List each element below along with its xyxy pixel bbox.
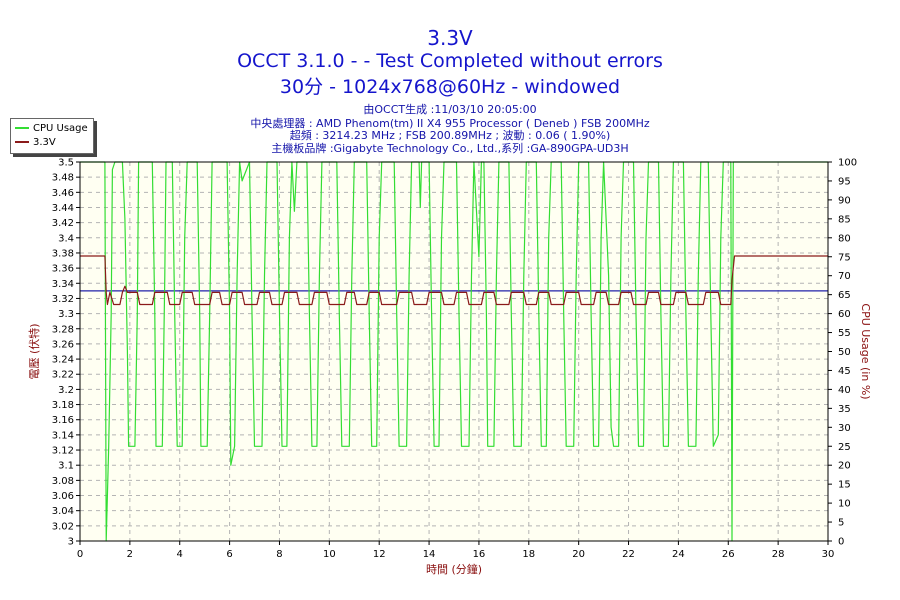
y-right-tick-label: 25 xyxy=(838,442,851,453)
y-left-tick-label: 3.14 xyxy=(52,430,74,441)
x-tick-label: 18 xyxy=(522,549,535,560)
y-left-tick-label: 3.02 xyxy=(52,521,74,532)
y-left-tick-label: 3.2 xyxy=(58,385,74,396)
series-cpu-usage xyxy=(80,161,828,542)
legend-swatch-cpu-usage xyxy=(15,127,29,129)
x-tick-label: 22 xyxy=(622,549,635,560)
x-tick-label: 20 xyxy=(572,549,585,560)
chart-title: 3.3V xyxy=(427,26,473,50)
y-right-tick-label: 40 xyxy=(838,385,851,396)
legend-label-3-3v: 3.3V xyxy=(33,137,56,148)
legend-label-cpu-usage: CPU Usage xyxy=(33,123,88,134)
y-left-tick-label: 3.36 xyxy=(52,264,74,275)
y-left-tick-label: 3.3 xyxy=(58,309,74,320)
cpu-info: 中央處理器 : AMD Phenom(tm) II X4 955 Process… xyxy=(250,117,650,130)
x-tick-label: 26 xyxy=(722,549,735,560)
y-left-tick-label: 3.16 xyxy=(52,415,74,426)
plot-background xyxy=(80,162,828,541)
y-left-tick-label: 3 xyxy=(68,537,74,548)
y-left-tick-label: 3.44 xyxy=(52,203,74,214)
y-left-tick-label: 3.5 xyxy=(58,158,74,169)
y-right-tick-label: 90 xyxy=(838,195,851,206)
y-right-tick-label: 50 xyxy=(838,347,851,358)
y-right-tick-label: 55 xyxy=(838,328,851,339)
y-right-tick-label: 35 xyxy=(838,404,851,415)
y-left-tick-label: 3.26 xyxy=(52,339,74,350)
generated-info: 由OCCT生成 :11/03/10 20:05:00 xyxy=(363,103,537,116)
legend-swatch-3-3v xyxy=(15,141,29,143)
legend-item-3-3v: 3.3V xyxy=(15,137,56,149)
y-left-tick-label: 3.08 xyxy=(52,476,74,487)
y-left-tick-label: 3.22 xyxy=(52,370,74,381)
y-left-tick-label: 3.38 xyxy=(52,248,74,259)
y-right-tick-label: 10 xyxy=(838,499,851,510)
grid-lines xyxy=(80,162,828,541)
y-left-tick-label: 3.42 xyxy=(52,218,74,229)
y-axis-left-label: 電壓 (伏特) xyxy=(27,323,41,379)
y-left-tick-label: 3.32 xyxy=(52,294,74,305)
y-right-tick-label: 20 xyxy=(838,461,851,472)
x-tick-label: 30 xyxy=(822,549,835,560)
x-axis-label: 時間 (分鐘) xyxy=(426,562,482,576)
board-info: 主機板品牌 :Gigabyte Technology Co., Ltd.,系列 … xyxy=(271,142,629,155)
y-right-tick-label: 95 xyxy=(838,176,851,187)
tick-labels: 3 3.02 3.04 3.06 3.08 3.1 3.12 3.14 3.16 3.18 3.2 3… xyxy=(52,158,857,561)
x-tick-label: 8 xyxy=(276,549,282,560)
y-right-tick-label: 70 xyxy=(838,271,851,282)
y-right-tick-label: 75 xyxy=(838,252,851,263)
x-tick-label: 14 xyxy=(423,549,436,560)
y-right-tick-label: 80 xyxy=(838,233,851,244)
x-tick-label: 12 xyxy=(373,549,386,560)
y-left-tick-label: 3.24 xyxy=(52,355,74,366)
y-left-tick-label: 3.46 xyxy=(52,188,74,199)
y-left-tick-label: 3.18 xyxy=(52,400,74,411)
x-tick-label: 4 xyxy=(177,549,183,560)
y-left-tick-label: 3.06 xyxy=(52,491,74,502)
y-axis-right-label: CPU Usage (in %) xyxy=(859,303,872,399)
y-left-tick-label: 3.4 xyxy=(58,233,74,244)
series-3-3v xyxy=(80,255,828,306)
y-left-tick-label: 3.48 xyxy=(52,173,74,184)
x-tick-label: 2 xyxy=(127,549,133,560)
clock-info: 超頻 : 3214.23 MHz ; FSB 200.89MHz ; 波動 : … xyxy=(289,129,611,142)
y-left-tick-label: 3.34 xyxy=(52,279,74,290)
y-left-tick-label: 3.28 xyxy=(52,324,74,335)
y-left-tick-label: 3.12 xyxy=(52,446,74,457)
x-tick-label: 6 xyxy=(226,549,232,560)
y-left-tick-label: 3.04 xyxy=(52,506,74,517)
x-tick-label: 16 xyxy=(473,549,486,560)
y-right-tick-label: 100 xyxy=(838,158,857,169)
y-right-tick-label: 85 xyxy=(838,214,851,225)
y-right-tick-label: 30 xyxy=(838,423,851,434)
y-right-tick-label: 0 xyxy=(838,537,844,548)
x-tick-label: 10 xyxy=(323,549,336,560)
y-right-tick-label: 15 xyxy=(838,480,851,491)
y-left-tick-label: 3.1 xyxy=(58,461,74,472)
legend: CPU Usage 3.3V xyxy=(10,118,94,154)
series-group xyxy=(80,161,828,542)
y-right-tick-label: 60 xyxy=(838,309,851,320)
x-tick-label: 0 xyxy=(77,549,83,560)
chart-subtitle: OCCT 3.1.0 - - Test Completed without er… xyxy=(237,50,663,72)
legend-item-cpu-usage: CPU Usage xyxy=(15,123,88,135)
x-tick-label: 28 xyxy=(772,549,785,560)
y-right-tick-label: 5 xyxy=(838,518,844,529)
x-tick-label: 24 xyxy=(672,549,685,560)
test-config: 30分 - 1024x768@60Hz - windowed xyxy=(279,76,621,98)
y-right-tick-label: 65 xyxy=(838,290,851,301)
y-right-tick-label: 45 xyxy=(838,366,851,377)
